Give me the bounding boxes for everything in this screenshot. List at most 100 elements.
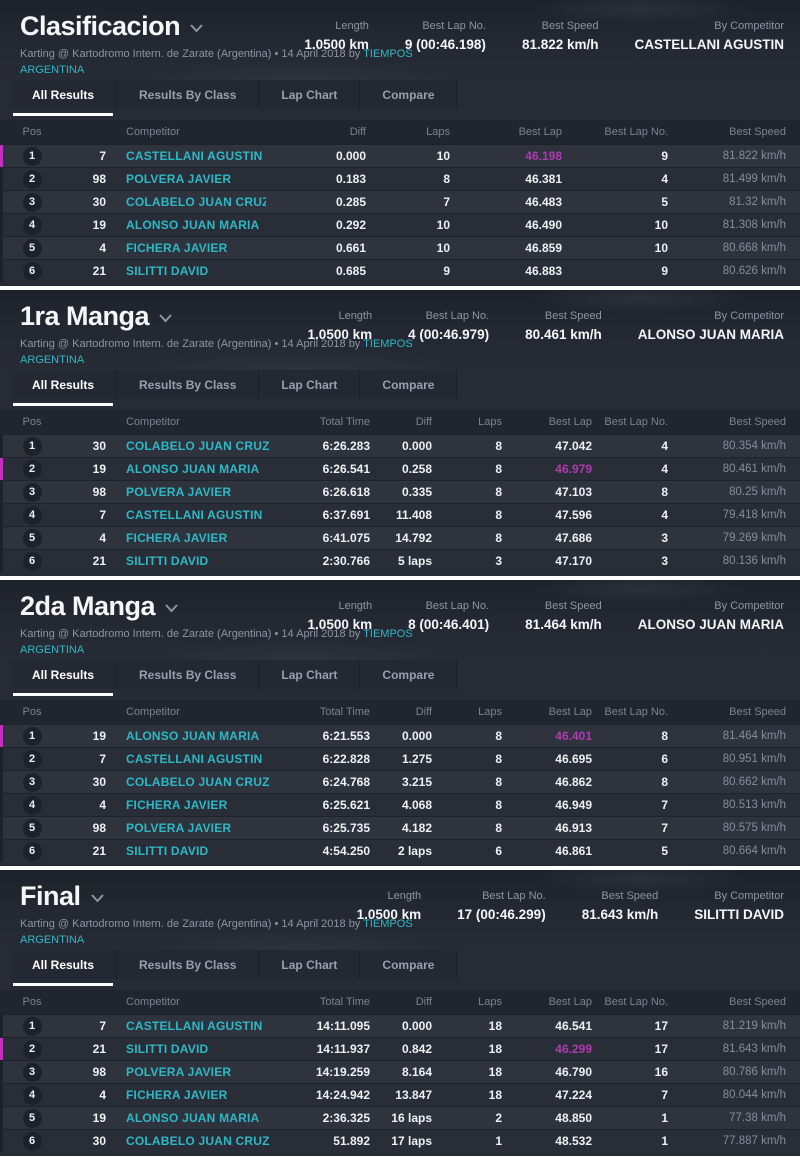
competitor-link[interactable]: COLABELO JUAN CRUZ: [126, 195, 266, 209]
chevron-down-icon[interactable]: [90, 890, 104, 908]
stat-length: Length 1.0500 km: [357, 890, 422, 922]
cell-best-lap-no: 7: [661, 1088, 668, 1102]
competitor-link[interactable]: POLVERA JAVIER: [126, 172, 232, 186]
stat-value: 8 (00:46.401): [408, 617, 490, 632]
cell-laps: 8: [443, 172, 450, 186]
table-header-row: Pos Competitor Total Time Diff Laps Best Lap B…: [0, 410, 800, 434]
stat-label: Best Speed: [544, 600, 602, 612]
stat-value: 81.643 km/h: [581, 907, 659, 922]
column-header-laps: Laps: [478, 416, 502, 428]
cell-best-lap: 46.913: [555, 821, 592, 835]
tab-all-results[interactable]: All Results: [10, 660, 118, 696]
tab-all-results[interactable]: All Results: [10, 950, 118, 986]
competitor-link[interactable]: SILITTI DAVID: [126, 1042, 209, 1056]
competitor-link[interactable]: ALONSO JUAN MARIA: [126, 462, 260, 476]
chevron-down-icon[interactable]: [159, 310, 172, 328]
competitor-link[interactable]: COLABELO JUAN CRUZ: [126, 1134, 270, 1148]
session-header: Clasificacion Karting @ Kartodromo Inter…: [0, 0, 800, 80]
cell-best-lap: 46.490: [525, 218, 562, 232]
competitor-link[interactable]: ALONSO JUAN MARIA: [126, 729, 260, 743]
session-subtitle-text: Karting @ Kartodromo Intern. de Zarate (…: [20, 338, 361, 350]
tab-results-by-class[interactable]: Results By Class: [117, 950, 260, 979]
competitor-link[interactable]: COLABELO JUAN CRUZ: [126, 775, 270, 789]
competitor-link[interactable]: SILITTI DAVID: [126, 554, 209, 568]
table-row: 6 30 COLABELO JUAN CRUZ 51.892 17 laps 1 48.53…: [0, 1129, 800, 1152]
stat-by-competitor: By Competitor ALONSO JUAN MARIA: [638, 600, 784, 632]
stat-value: 1.0500 km: [356, 907, 422, 922]
competitor-link[interactable]: POLVERA JAVIER: [126, 485, 232, 499]
competitor-link[interactable]: SILITTI DAVID: [126, 264, 209, 278]
cell-diff: 5 laps: [397, 554, 432, 568]
session-header: Final Karting @ Kartodromo Intern. de Za…: [0, 870, 800, 950]
cell-best-lap: 46.859: [525, 241, 562, 255]
cell-best-speed: 81.822 km/h: [722, 150, 786, 162]
cell-total-time: 14:19.259: [315, 1065, 370, 1079]
tab-compare[interactable]: Compare: [360, 370, 458, 399]
chevron-down-icon[interactable]: [165, 600, 178, 618]
cell-best-speed: 80.513 km/h: [722, 799, 786, 811]
column-header-pos: Pos: [22, 706, 42, 718]
cell-best-lap: 46.483: [525, 195, 562, 209]
tab-lap-chart[interactable]: Lap Chart: [259, 80, 361, 109]
competitor-link[interactable]: SILITTI DAVID: [126, 844, 209, 858]
stat-best-speed: Best Speed 81.643 km/h: [582, 890, 659, 922]
competitor-link[interactable]: ALONSO JUAN MARIA: [126, 1111, 260, 1125]
cell-total-time: 14:11.095: [316, 1019, 370, 1033]
tab-all-results[interactable]: All Results: [10, 80, 118, 116]
competitor-link[interactable]: FICHERA JAVIER: [126, 798, 228, 812]
column-header-laps: Laps: [478, 996, 502, 1008]
timing-provider-link[interactable]: TIEMPOS ARGENTINA: [20, 628, 413, 656]
tab-compare[interactable]: Compare: [360, 660, 458, 689]
cell-laps: 10: [436, 241, 450, 255]
tab-all-results[interactable]: All Results: [10, 370, 118, 406]
cell-best-lap: 46.949: [555, 798, 592, 812]
tab-lap-chart[interactable]: Lap Chart: [259, 370, 361, 399]
stat-value: 80.461 km/h: [525, 327, 602, 342]
kart-number: 19: [92, 729, 106, 743]
competitor-link[interactable]: FICHERA JAVIER: [126, 1088, 228, 1102]
competitor-link[interactable]: ALONSO JUAN MARIA: [126, 218, 260, 232]
competitor-link[interactable]: CASTELLANI AGUSTIN: [126, 1019, 263, 1033]
tab-lap-chart[interactable]: Lap Chart: [259, 950, 361, 979]
cell-best-lap-no: 8: [661, 485, 668, 499]
column-header-best-speed: Best Speed: [729, 126, 786, 138]
competitor-link[interactable]: FICHERA JAVIER: [126, 531, 228, 545]
cell-best-lap: 48.850: [555, 1111, 592, 1125]
competitor-link[interactable]: FICHERA JAVIER: [126, 241, 228, 255]
competitor-link[interactable]: POLVERA JAVIER: [126, 821, 232, 835]
tab-results-by-class[interactable]: Results By Class: [117, 660, 260, 689]
session-title: 1ra Manga: [20, 301, 150, 331]
tab-lap-chart[interactable]: Lap Chart: [259, 660, 361, 689]
competitor-link[interactable]: COLABELO JUAN CRUZ: [126, 439, 270, 453]
cell-laps: 18: [488, 1065, 502, 1079]
stat-value: 81.822 km/h: [521, 37, 599, 52]
cell-best-lap-no: 5: [661, 195, 668, 209]
table-row: 4 19 ALONSO JUAN MARIA 0.292 10 46.490 10 81.30…: [0, 213, 800, 236]
tab-results-by-class[interactable]: Results By Class: [117, 80, 260, 109]
position-badge: 3: [22, 482, 42, 502]
cell-best-lap-no: 7: [661, 798, 668, 812]
competitor-link[interactable]: CASTELLANI AGUSTIN: [126, 508, 263, 522]
session-subtitle: Karting @ Kartodromo Intern. de Zarate (…: [20, 627, 460, 659]
column-header-total-time: Total Time: [319, 416, 370, 428]
kart-number: 4: [99, 531, 106, 545]
tab-compare[interactable]: Compare: [360, 80, 458, 109]
timing-provider-link[interactable]: TIEMPOS ARGENTINA: [20, 918, 413, 946]
competitor-link[interactable]: CASTELLANI AGUSTIN: [126, 752, 263, 766]
cell-laps: 10: [436, 149, 450, 163]
cell-total-time: 6:41.075: [322, 531, 370, 545]
kart-number: 19: [92, 218, 106, 232]
tab-compare[interactable]: Compare: [360, 950, 458, 979]
table-row: 4 4 FICHERA JAVIER 6:25.621 4.068 8 46.949 7 80.…: [0, 793, 800, 816]
tab-results-by-class[interactable]: Results By Class: [117, 370, 260, 399]
chevron-down-icon[interactable]: [190, 20, 203, 38]
stat-label: Best Lap No.: [482, 890, 546, 902]
cell-total-time: 6:24.768: [322, 775, 370, 789]
position-badge: 4: [22, 1085, 42, 1105]
timing-provider-link[interactable]: TIEMPOS ARGENTINA: [20, 48, 413, 76]
cell-best-speed: 77.38 km/h: [729, 1112, 786, 1124]
competitor-link[interactable]: CASTELLANI AGUSTIN: [126, 149, 263, 163]
stat-label: Length: [338, 310, 373, 322]
competitor-link[interactable]: POLVERA JAVIER: [126, 1065, 232, 1079]
timing-provider-link[interactable]: TIEMPOS ARGENTINA: [20, 338, 413, 366]
